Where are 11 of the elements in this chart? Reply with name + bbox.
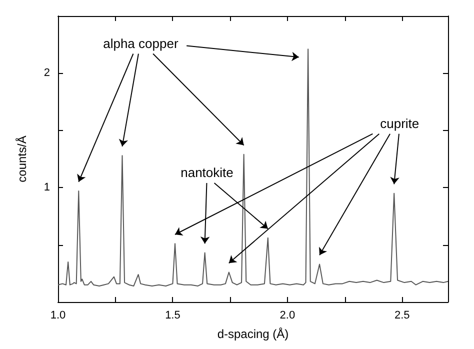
x-tick-label: 2.5	[394, 310, 410, 322]
annotation: cuprite	[380, 116, 420, 132]
x-tick-label: 1.0	[50, 310, 66, 322]
y-tick-label: 2	[44, 67, 50, 80]
x-tick-label: 2.0	[280, 310, 296, 322]
annotation: nantokite	[180, 165, 234, 180]
x-tick-label: 1.5	[165, 310, 180, 322]
y-tick-label: 1	[44, 182, 50, 194]
y-axis-title: counts/Å	[15, 136, 29, 182]
annotation: alpha copper	[103, 36, 179, 51]
x-axis-title: d-spacing (Å)	[217, 327, 289, 341]
